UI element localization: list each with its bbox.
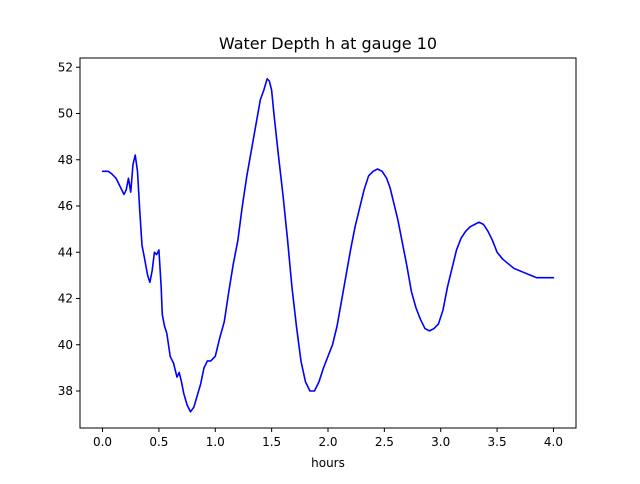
y-tick-label: 40 [58,338,73,352]
chart-title: Water Depth h at gauge 10 [219,34,437,53]
y-tick-label: 42 [58,292,73,306]
series-line-0 [101,78,555,413]
x-tick-label: 4.0 [544,435,563,449]
y-tick-label: 50 [58,107,73,121]
x-tick-label: 1.0 [206,435,225,449]
y-axis: 38 40 42 44 46 48 50 52 [58,60,80,398]
y-tick-label: 38 [58,384,73,398]
x-tick-label: 1.5 [262,435,281,449]
y-tick-label: 48 [58,153,73,167]
x-tick-label: 2.5 [375,435,394,449]
x-tick-label: 3.5 [488,435,507,449]
x-axis-label: hours [311,456,345,470]
y-tick-label: 46 [58,199,73,213]
axes-frame [79,57,577,429]
y-tick-label: 44 [58,245,73,259]
x-tick-label: 0.0 [93,435,112,449]
x-tick-label: 3.0 [431,435,450,449]
x-tick-label: 0.5 [149,435,168,449]
x-axis: 0.0 0.5 1.0 1.5 2.0 2.5 3.0 3.5 4.0 [93,428,563,449]
x-tick-label: 2.0 [318,435,337,449]
plot-area [101,78,555,413]
y-tick-label: 52 [58,60,73,74]
